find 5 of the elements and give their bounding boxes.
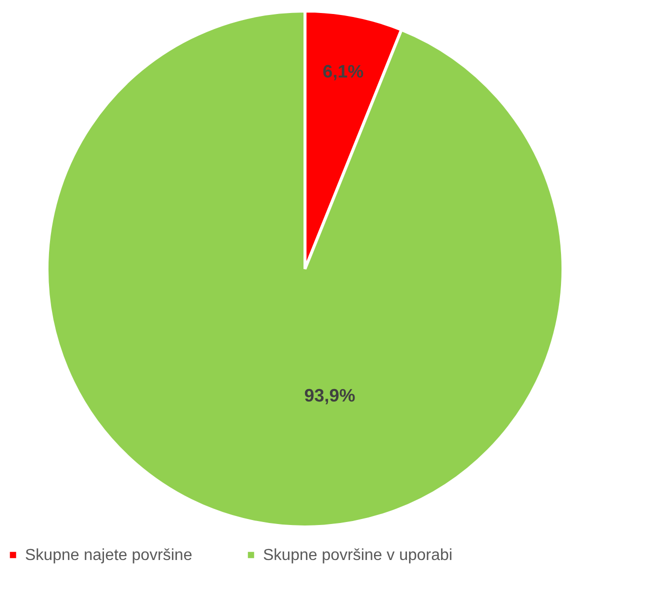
legend-label: Skupne najete površine	[25, 547, 192, 564]
legend-label: Skupne površine v uporabi	[263, 547, 452, 564]
data-label: 6,1%	[322, 62, 364, 82]
pie-slice	[46, 10, 564, 528]
data-label: 93,9%	[304, 386, 356, 406]
